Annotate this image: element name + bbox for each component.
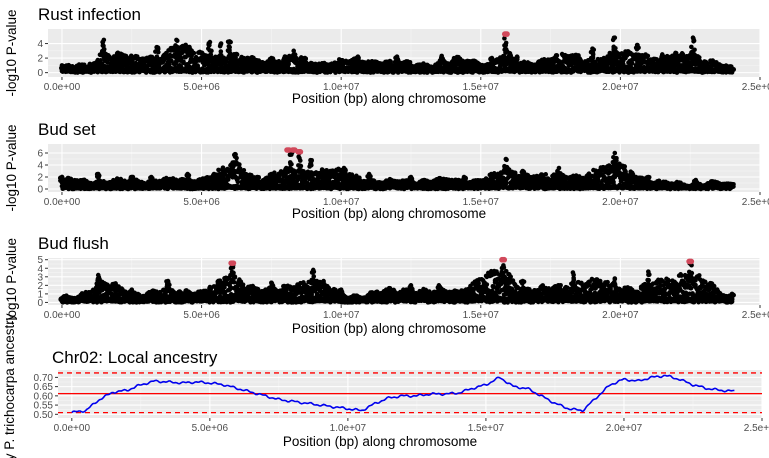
x-tick-label: 0.0e+00 [44,82,81,93]
data-point [286,62,291,67]
peak-point [101,43,106,49]
peak-point [611,52,616,58]
y-tick-label: 2 [37,54,43,65]
peak-point [206,46,211,51]
panel-title: Rust infection [38,5,141,24]
peak-point [590,46,595,51]
peak-point [269,55,274,61]
x-tick-label: 2.0e+07 [602,82,639,93]
data-point [645,53,651,59]
panel-2: 0.0e+00 5.0e+06 1.0e+07 1.5e+07 2.0e+07 2.5e+… [4,120,769,221]
data-point [303,56,309,61]
peak-point [174,37,179,43]
peak-point [154,44,160,50]
data-point [181,60,186,65]
peak-point [227,47,232,53]
peak-point [503,40,509,46]
significant-point [504,31,510,37]
peak-point [291,48,297,54]
peak-point [395,61,400,67]
peak-point [514,54,520,59]
peak-point [290,56,296,62]
peak-point [227,39,232,44]
peak-point [355,54,361,59]
peak-point [489,61,494,66]
data-point [191,50,197,56]
peak-point [633,52,639,57]
x-axis-label: Position (bp) along chromosome [292,91,486,106]
y-tick-label: 4 [37,39,43,50]
peak-point [101,37,107,43]
data-point [554,53,560,58]
data-point [166,62,172,67]
peak-point [206,53,211,59]
peak-point [489,55,495,61]
peak-point [503,47,508,52]
peak-point [439,53,444,59]
peak-point [226,43,232,49]
data-point [178,55,184,61]
peak-point [218,41,224,46]
peak-point [690,35,696,41]
peak-point [217,53,223,58]
peak-point [207,39,213,45]
peak-point [513,58,519,64]
peak-point [612,35,618,41]
data-point [234,52,240,57]
y-tick-label: 0 [37,68,43,79]
x-tick-label: 5.0e+06 [183,82,220,93]
peak-point [87,61,93,67]
y-axis-label: -log10 P-value [4,9,19,96]
peak-point [661,61,666,66]
peak-point [437,58,443,64]
peak-point [590,55,596,60]
peak-point [613,46,618,51]
x-tick-label: 2.5e+07 [742,82,769,93]
peak-point [173,44,178,49]
peak-point [634,42,640,48]
peak-point [659,52,665,57]
peak-point [729,66,735,72]
point-cloud [58,31,737,75]
data-point [98,58,104,63]
data-point [388,59,393,64]
data-point [223,59,229,65]
peak-point [154,55,159,61]
peak-point [394,54,400,59]
peak-point [59,63,65,68]
peak-point [690,49,695,54]
panel-1: 0.0e+00 5.0e+06 1.0e+07 1.5e+07 2.0e+07 2.5e+… [4,5,769,106]
